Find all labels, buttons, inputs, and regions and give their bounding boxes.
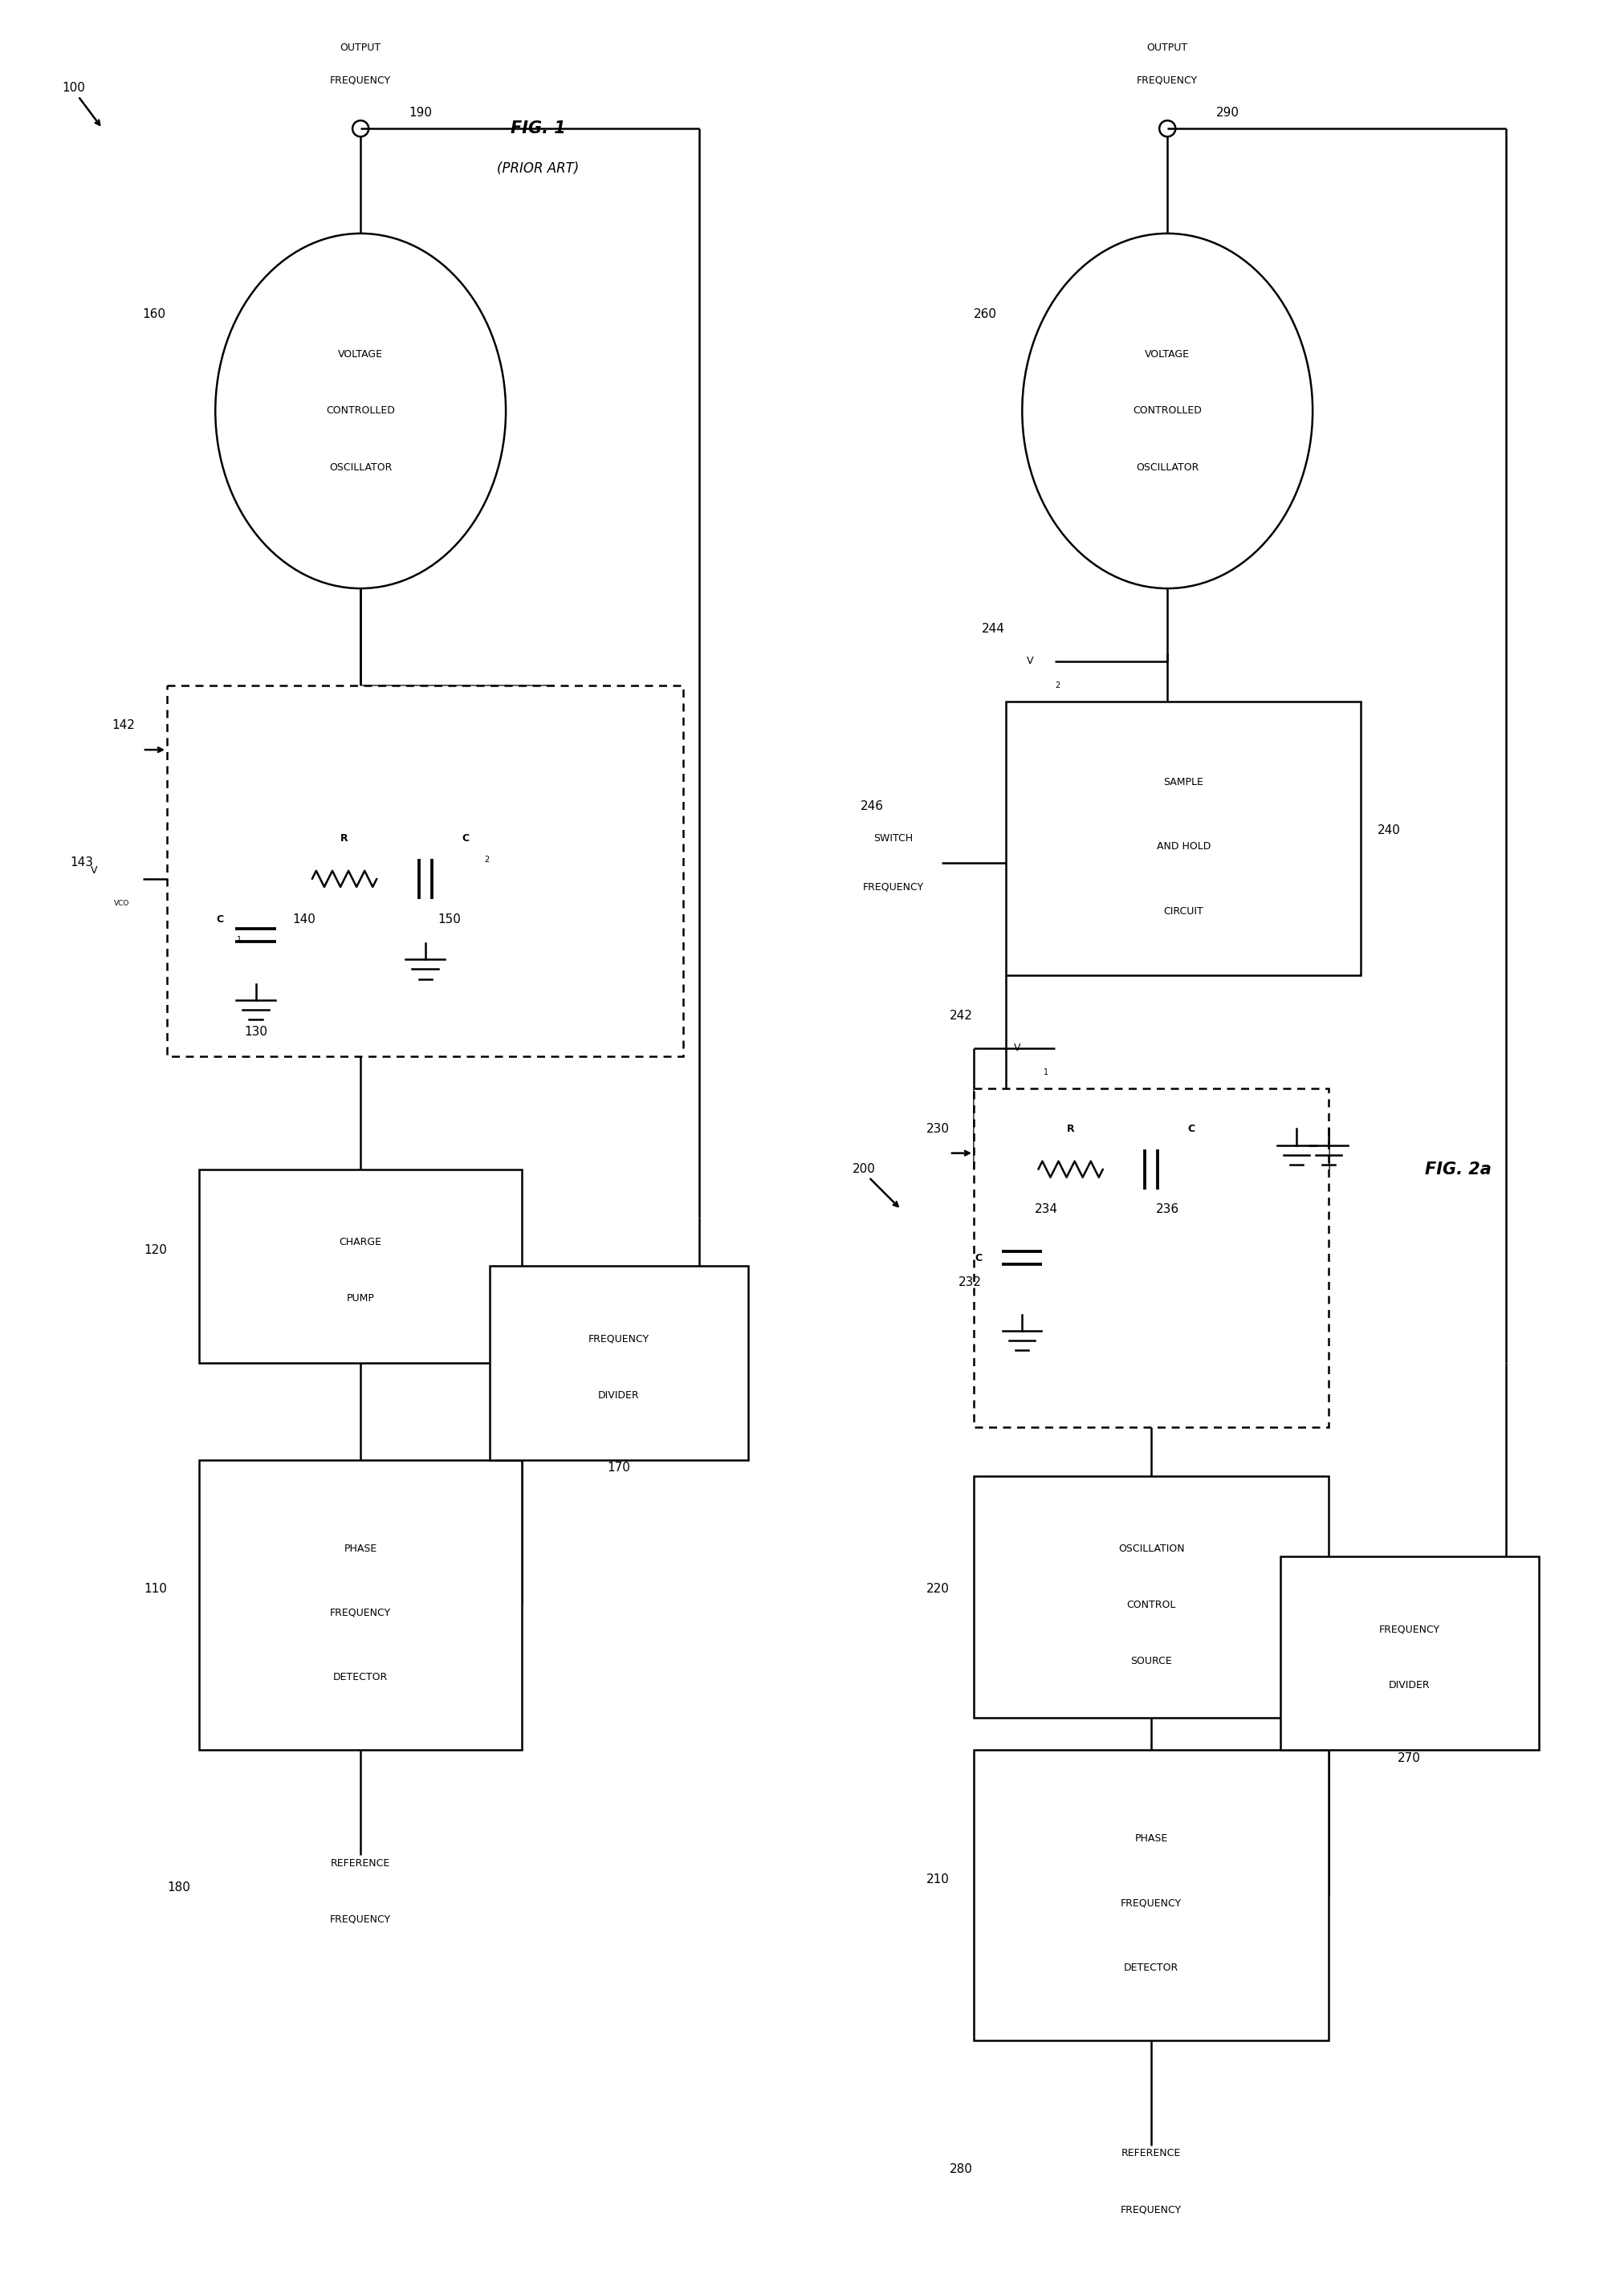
Text: 236: 236 xyxy=(1155,1203,1179,1217)
Text: 1: 1 xyxy=(237,937,242,944)
Text: 210: 210 xyxy=(926,1874,948,1885)
Text: 1: 1 xyxy=(1043,1069,1049,1076)
Text: FREQUENCY: FREQUENCY xyxy=(1121,2206,1181,2215)
Text: C: C xyxy=(216,914,224,926)
Text: VOLTAGE: VOLTAGE xyxy=(338,350,383,359)
Text: REFERENCE: REFERENCE xyxy=(1121,2149,1181,2158)
Bar xyxy=(167,684,684,1057)
Bar xyxy=(200,1460,521,1751)
Text: 240: 240 xyxy=(1377,825,1400,837)
Text: FREQUENCY: FREQUENCY xyxy=(1137,75,1197,86)
Text: 200: 200 xyxy=(853,1164,875,1176)
Text: DETECTOR: DETECTOR xyxy=(333,1671,388,1683)
Text: 130: 130 xyxy=(244,1026,268,1039)
Text: 142: 142 xyxy=(112,719,135,732)
Text: CHARGE: CHARGE xyxy=(339,1237,382,1246)
Text: 180: 180 xyxy=(167,1881,190,1894)
Text: 270: 270 xyxy=(1397,1753,1421,1765)
Text: 290: 290 xyxy=(1215,107,1239,118)
Text: SWITCH: SWITCH xyxy=(874,832,913,844)
Bar xyxy=(973,1089,1328,1428)
Text: FREQUENCY: FREQUENCY xyxy=(330,75,391,86)
Text: AND HOLD: AND HOLD xyxy=(1156,841,1210,853)
Text: 260: 260 xyxy=(973,307,997,321)
Text: C: C xyxy=(1187,1123,1195,1135)
Text: FIG. 1: FIG. 1 xyxy=(510,121,565,136)
Bar xyxy=(973,1476,1328,1717)
Text: CONTROLLED: CONTROLLED xyxy=(1132,405,1202,416)
Text: FREQUENCY: FREQUENCY xyxy=(330,1608,391,1619)
Text: FREQUENCY: FREQUENCY xyxy=(1121,1899,1181,1908)
Text: SOURCE: SOURCE xyxy=(1130,1655,1171,1667)
Bar xyxy=(1280,1555,1538,1751)
Bar xyxy=(200,1169,521,1362)
Text: VCO: VCO xyxy=(114,901,130,907)
Text: CIRCUIT: CIRCUIT xyxy=(1163,905,1203,916)
Bar xyxy=(1005,700,1361,976)
Text: V: V xyxy=(1026,655,1033,666)
Text: PUMP: PUMP xyxy=(346,1294,375,1303)
Text: OUTPUT: OUTPUT xyxy=(1147,43,1187,52)
Text: 246: 246 xyxy=(861,800,883,812)
Text: CONTROLLED: CONTROLLED xyxy=(326,405,395,416)
Ellipse shape xyxy=(216,234,505,589)
Text: 244: 244 xyxy=(981,623,1005,634)
Text: 140: 140 xyxy=(292,914,315,926)
Text: 150: 150 xyxy=(437,914,461,926)
Text: (PRIOR ART): (PRIOR ART) xyxy=(497,161,578,175)
Text: 242: 242 xyxy=(948,1010,973,1021)
Text: 2: 2 xyxy=(1054,682,1060,689)
Text: R: R xyxy=(341,832,348,844)
Text: FIG. 2a: FIG. 2a xyxy=(1424,1162,1491,1178)
Text: PHASE: PHASE xyxy=(344,1544,377,1553)
Text: FREQUENCY: FREQUENCY xyxy=(588,1333,650,1344)
Text: 280: 280 xyxy=(948,2163,973,2176)
Text: FREQUENCY: FREQUENCY xyxy=(862,882,922,891)
Text: OUTPUT: OUTPUT xyxy=(339,43,382,52)
Text: PHASE: PHASE xyxy=(1134,1833,1168,1844)
Text: 170: 170 xyxy=(607,1462,630,1474)
Text: REFERENCE: REFERENCE xyxy=(331,1858,390,1869)
Ellipse shape xyxy=(1021,234,1312,589)
Bar xyxy=(973,1751,1328,2040)
Text: OSCILLATOR: OSCILLATOR xyxy=(330,462,391,473)
Text: DIVIDER: DIVIDER xyxy=(1389,1680,1429,1692)
Text: OSCILLATOR: OSCILLATOR xyxy=(1135,462,1199,473)
Text: 220: 220 xyxy=(926,1583,948,1594)
Text: 160: 160 xyxy=(143,307,166,321)
Text: VOLTAGE: VOLTAGE xyxy=(1145,350,1189,359)
Text: C: C xyxy=(461,832,469,844)
Text: V: V xyxy=(91,866,97,875)
Bar xyxy=(489,1267,747,1460)
Text: 230: 230 xyxy=(926,1123,948,1135)
Text: 120: 120 xyxy=(143,1244,167,1255)
Text: OSCILLATION: OSCILLATION xyxy=(1117,1544,1184,1553)
Text: V: V xyxy=(1013,1044,1020,1053)
Text: FREQUENCY: FREQUENCY xyxy=(330,1915,391,1924)
Text: DIVIDER: DIVIDER xyxy=(598,1389,640,1401)
Text: 143: 143 xyxy=(70,857,93,869)
Text: R: R xyxy=(1067,1123,1073,1135)
Text: CONTROL: CONTROL xyxy=(1125,1599,1176,1610)
Text: C: C xyxy=(974,1253,981,1264)
Text: 100: 100 xyxy=(62,82,84,93)
Text: 2: 2 xyxy=(484,855,489,864)
Text: FREQUENCY: FREQUENCY xyxy=(1379,1624,1439,1635)
Text: 110: 110 xyxy=(143,1583,167,1594)
Text: SAMPLE: SAMPLE xyxy=(1163,778,1203,787)
Text: 190: 190 xyxy=(409,107,432,118)
Text: 234: 234 xyxy=(1034,1203,1057,1217)
Text: 232: 232 xyxy=(958,1276,981,1289)
Text: DETECTOR: DETECTOR xyxy=(1124,1962,1177,1974)
